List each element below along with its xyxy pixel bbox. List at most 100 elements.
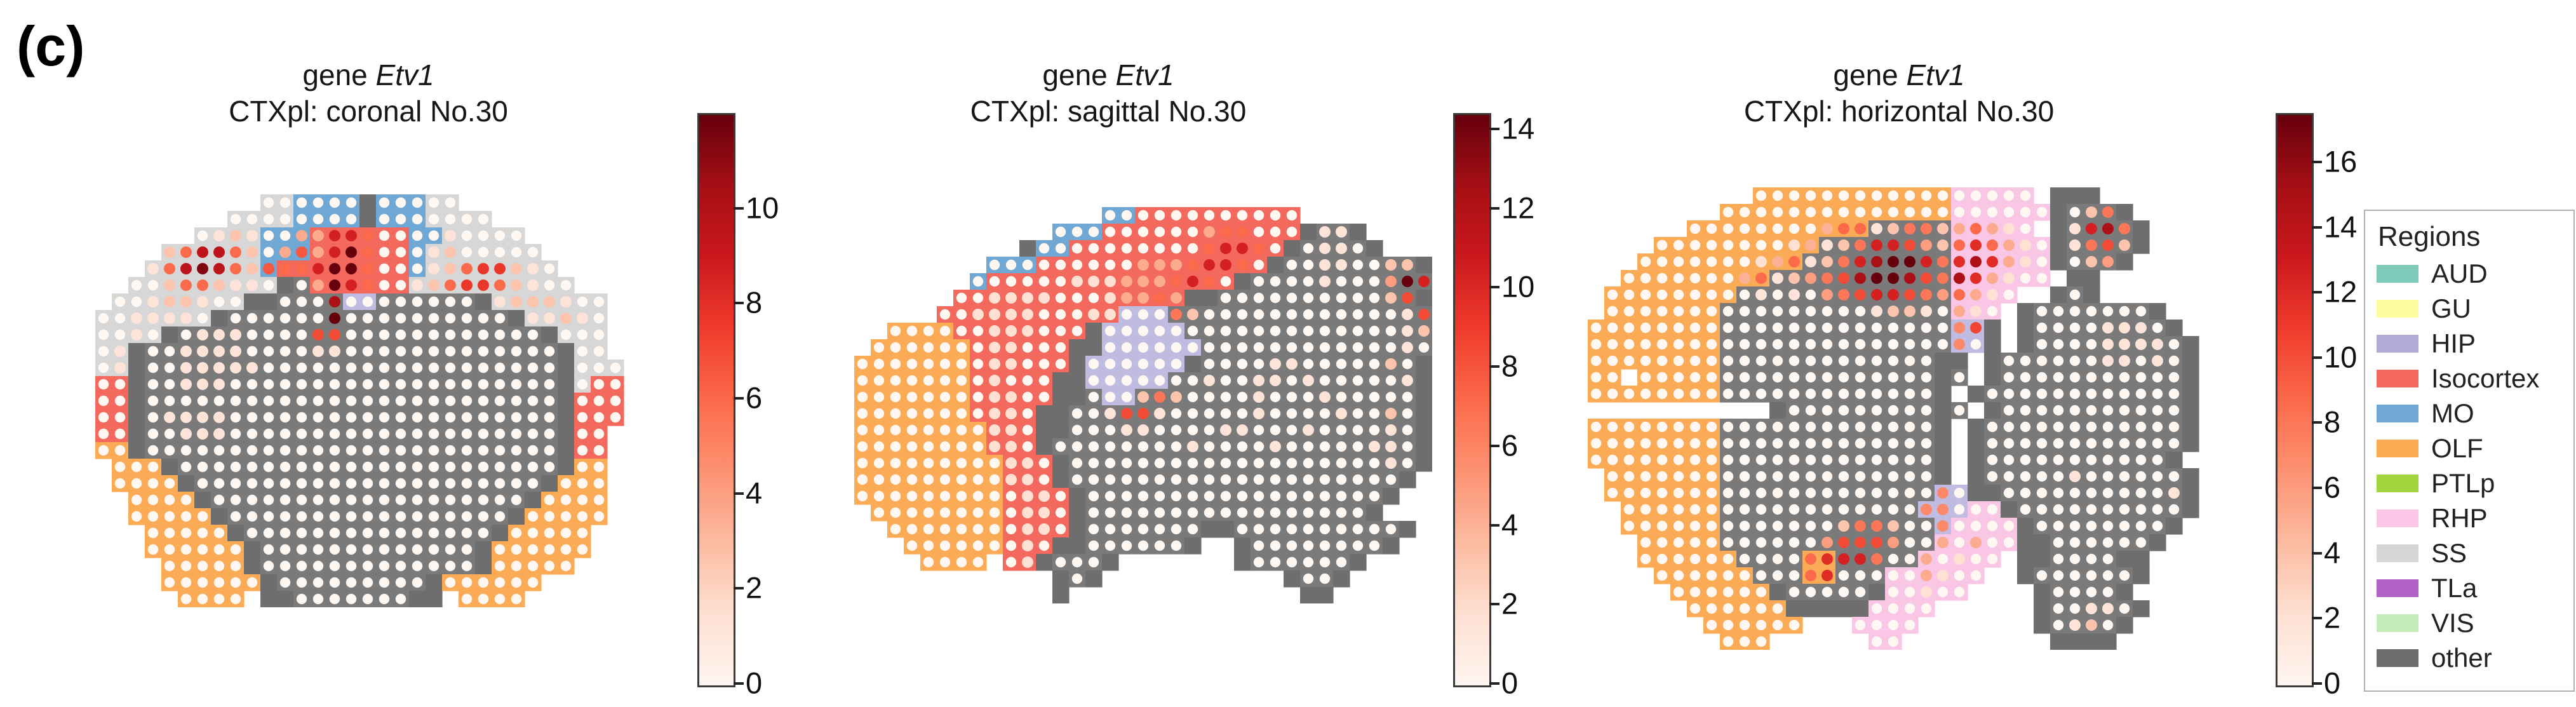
legend-swatch [2377, 649, 2418, 667]
expression-dot [1590, 372, 1602, 383]
expression-dot [906, 457, 918, 469]
expression-dot [1187, 408, 1198, 419]
expression-dot [1937, 504, 1949, 515]
expression-dot [544, 379, 555, 390]
expression-dot [329, 511, 340, 522]
colorbar-tick-label: 16 [2324, 144, 2358, 178]
expression-dot [1788, 256, 1800, 267]
expression-dot [1204, 210, 1215, 221]
expression-dot [544, 362, 555, 374]
slice-cell [1935, 369, 1952, 386]
slice-cell [244, 293, 261, 311]
expression-dot [1137, 309, 1149, 320]
expression-dot [1319, 259, 1331, 271]
expression-dot [213, 544, 225, 555]
colorbar-tick [734, 397, 744, 400]
expression-dot [1270, 325, 1281, 337]
expression-dot [263, 445, 274, 456]
expression-dot [263, 428, 274, 440]
expression-dot [857, 391, 868, 403]
slice-cell [1416, 389, 1432, 406]
expression-dot [296, 478, 307, 489]
expression-dot [890, 391, 901, 403]
expression-dot [1640, 289, 1651, 300]
expression-dot [131, 313, 142, 324]
expression-dot [1607, 388, 1618, 400]
slice-cell [1102, 554, 1119, 571]
expression-dot [1755, 256, 1767, 267]
expression-dot [2102, 504, 2114, 515]
expression-dot [1838, 239, 1849, 251]
expression-dot [345, 213, 357, 225]
slice-cell [1052, 471, 1070, 488]
expression-dot [1303, 342, 1314, 353]
expression-dot [379, 412, 390, 423]
slice-cell [211, 508, 228, 525]
legend-item: OLF [2377, 434, 2565, 462]
colorbar-tick-label: 10 [2324, 340, 2358, 374]
expression-dot [1286, 540, 1298, 551]
expression-dot [1640, 487, 1651, 499]
expression-dot [972, 457, 984, 469]
expression-dot [1888, 636, 1899, 647]
slice-cell [1052, 587, 1070, 603]
expression-dot [1104, 441, 1116, 452]
slice-cell [1968, 386, 1985, 403]
expression-dot [610, 362, 621, 374]
expression-dot [1121, 408, 1132, 419]
expression-dot [180, 346, 192, 357]
expression-dot [395, 329, 406, 340]
expression-dot [1352, 375, 1364, 386]
expression-dot [1352, 292, 1364, 304]
expression-dot [1805, 586, 1816, 598]
expression-dot [263, 527, 274, 539]
expression-dot [2053, 520, 2064, 532]
expression-dot [478, 527, 489, 539]
expression-dot [2135, 520, 2147, 532]
legend-swatch [2377, 370, 2418, 387]
expression-dot [544, 263, 555, 274]
expression-dot [312, 296, 324, 307]
expression-dot [1772, 190, 1783, 201]
expression-dot [1022, 540, 1033, 551]
expression-dot [312, 246, 324, 258]
expression-dot [939, 474, 951, 485]
expression-dot [2119, 322, 2130, 333]
expression-dot [989, 540, 1000, 551]
expression-dot [527, 511, 539, 522]
expression-dot [1673, 438, 1684, 449]
expression-dot [1171, 490, 1182, 502]
expression-dot [494, 461, 506, 473]
expression-dot [1722, 256, 1734, 267]
expression-dot [164, 428, 175, 440]
regions-legend: Regions AUD GU HIP Isocortex MO OLF PTLp RHP SS T… [2364, 210, 2575, 692]
expression-dot [2119, 603, 2130, 614]
expression-dot [1253, 408, 1265, 419]
expression-dot [1303, 292, 1314, 304]
expression-dot [1402, 424, 1413, 436]
expression-dot [1137, 507, 1149, 518]
expression-dot [1352, 358, 1364, 370]
expression-dot [1904, 223, 1915, 234]
expression-dot [1038, 391, 1050, 403]
expression-dot [1005, 507, 1017, 518]
expression-dot [329, 494, 340, 506]
expression-dot [989, 342, 1000, 353]
slice-cell [558, 426, 575, 443]
slice-cell [128, 409, 145, 426]
expression-dot [2168, 487, 2180, 499]
expression-dot [1788, 322, 1800, 333]
expression-dot [511, 478, 522, 489]
colorbar-tick [2312, 356, 2322, 359]
expression-dot [1706, 273, 1717, 284]
expression-dot [1286, 408, 1298, 419]
expression-dot [1904, 537, 1915, 548]
colorbar-tick [2312, 617, 2322, 620]
expression-dot [1722, 586, 1734, 598]
expression-dot [1204, 490, 1215, 502]
expression-dot [379, 544, 390, 555]
expression-dot [1022, 391, 1033, 403]
expression-dot [180, 494, 192, 506]
expression-dot [263, 478, 274, 489]
expression-dot [873, 391, 885, 403]
